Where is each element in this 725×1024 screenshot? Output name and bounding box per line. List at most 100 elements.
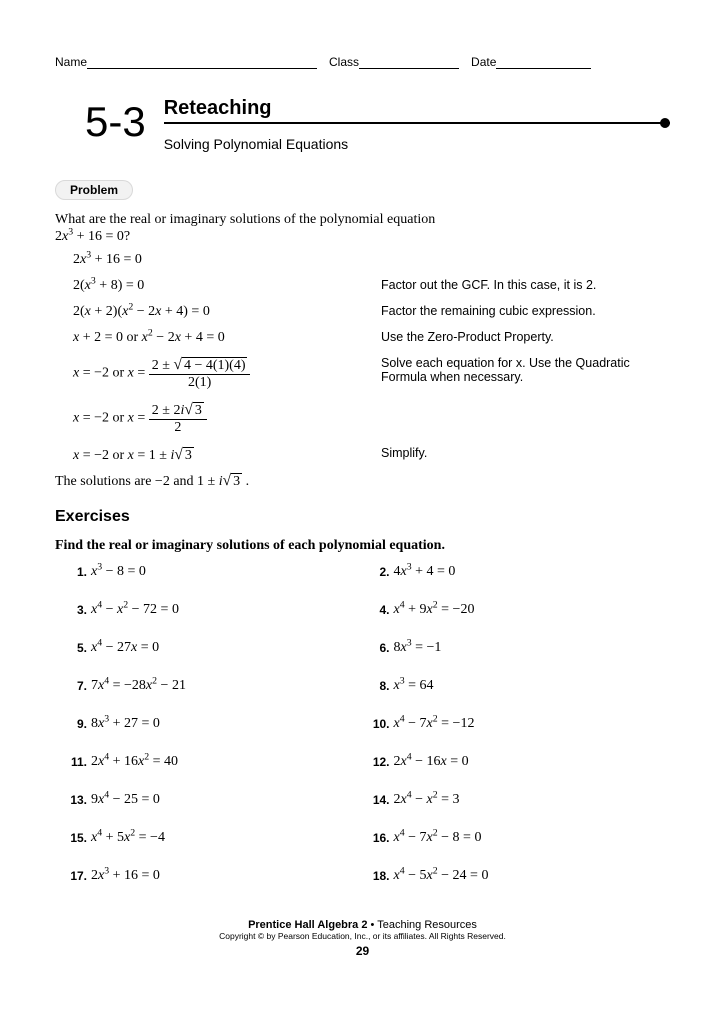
- exercise-number: 14.: [368, 792, 394, 808]
- exercise-number: 9.: [65, 716, 91, 732]
- exercise-number: 13.: [65, 792, 91, 808]
- exercise-number: 8.: [368, 678, 394, 694]
- footer-page-number: 29: [55, 944, 670, 958]
- section-number: 5-3: [55, 97, 156, 143]
- footer: Prentice Hall Algebra 2 • Teaching Resou…: [55, 919, 670, 958]
- exercise-number: 18.: [368, 868, 394, 884]
- exercise-equation: x4 − 5x2 − 24 = 0: [394, 868, 489, 884]
- date-label: Date: [471, 55, 496, 69]
- date-blank[interactable]: [496, 56, 591, 69]
- exercise-number: 7.: [65, 678, 91, 694]
- exercise-item: 9.8x3 + 27 = 0: [65, 716, 368, 732]
- step-3-eq: 2(x + 2)(x2 − 2x + 4) = 0: [73, 304, 363, 320]
- exercise-equation: x3 − 8 = 0: [91, 564, 146, 580]
- exercise-number: 3.: [65, 602, 91, 618]
- footer-res: Teaching Resources: [377, 919, 477, 931]
- exercise-equation: 4x3 + 4 = 0: [394, 564, 456, 580]
- section-subtitle: Solving Polynomial Equations: [164, 136, 670, 152]
- exercise-number: 6.: [368, 640, 394, 656]
- exercise-equation: x4 − 7x2 − 8 = 0: [394, 830, 482, 846]
- exercise-item: 15.x4 + 5x2 = −4: [65, 830, 368, 846]
- step-1-expl: [381, 252, 670, 268]
- exercise-item: 18.x4 − 5x2 − 24 = 0: [368, 868, 671, 884]
- exercise-number: 12.: [368, 754, 394, 770]
- section-header: 5-3 Reteaching Solving Polynomial Equati…: [55, 97, 670, 152]
- header-fields: Name Class Date: [55, 55, 670, 69]
- exercises-heading: Exercises: [55, 508, 670, 526]
- exercises-instruction: Find the real or imaginary solutions of …: [55, 538, 670, 554]
- exercise-equation: 7x4 = −28x2 − 21: [91, 678, 186, 694]
- problem-question: What are the real or imaginary solutions…: [55, 212, 670, 246]
- exercise-equation: x3 = 64: [394, 678, 434, 694]
- step-2-eq: 2(x3 + 8) = 0: [73, 278, 363, 294]
- name-field: Name: [55, 55, 317, 69]
- exercise-equation: 8x3 + 27 = 0: [91, 716, 160, 732]
- step-6-eq: x = −2 or x = 2 ± 2i√3 2: [73, 401, 363, 436]
- exercise-item: 4.x4 + 9x2 = −20: [368, 602, 671, 618]
- exercises-grid: 1.x3 − 8 = 02.4x3 + 4 = 0 3.x4 − x2 − 72 …: [65, 564, 670, 884]
- step-4-expl: Use the Zero-Product Property.: [381, 330, 670, 346]
- exercise-equation: x4 + 9x2 = −20: [394, 602, 475, 618]
- exercise-item: 6.8x3 = −1: [368, 640, 671, 656]
- step-7-eq: x = −2 or x = 1 ± i√3: [73, 446, 363, 464]
- step-6-expl: [381, 401, 670, 436]
- class-label: Class: [329, 55, 359, 69]
- exercise-equation: 2x4 − 16x = 0: [394, 754, 469, 770]
- exercise-item: 13.9x4 − 25 = 0: [65, 792, 368, 808]
- exercise-number: 15.: [65, 830, 91, 846]
- exercise-item: 7.7x4 = −28x2 − 21: [65, 678, 368, 694]
- conclusion-suffix: .: [242, 474, 249, 489]
- footer-dot: •: [367, 919, 377, 931]
- exercise-item: 8.x3 = 64: [368, 678, 671, 694]
- name-blank[interactable]: [87, 56, 317, 69]
- footer-book-line: Prentice Hall Algebra 2 • Teaching Resou…: [55, 919, 670, 931]
- step-4-eq: x + 2 = 0 or x2 − 2x + 4 = 0: [73, 330, 363, 346]
- worksheet-page: Name Class Date 5-3 Reteaching Solving P…: [0, 0, 725, 978]
- exercise-equation: 2x4 + 16x2 = 40: [91, 754, 178, 770]
- exercise-equation: 2x3 + 16 = 0: [91, 868, 160, 884]
- exercise-number: 11.: [65, 754, 91, 770]
- divider-rule: [164, 122, 670, 132]
- class-blank[interactable]: [359, 56, 459, 69]
- exercise-equation: x4 − x2 − 72 = 0: [91, 602, 179, 618]
- exercise-item: 3.x4 − x2 − 72 = 0: [65, 602, 368, 618]
- exercise-item: 17.2x3 + 16 = 0: [65, 868, 368, 884]
- exercise-equation: 9x4 − 25 = 0: [91, 792, 160, 808]
- step-5-expl: Solve each equation for x. Use the Quadr…: [381, 356, 670, 391]
- exercise-item: 14.2x4 − x2 = 3: [368, 792, 671, 808]
- exercise-number: 16.: [368, 830, 394, 846]
- exercise-item: 12.2x4 − 16x = 0: [368, 754, 671, 770]
- exercise-number: 10.: [368, 716, 394, 732]
- question-text: What are the real or imaginary solutions…: [55, 212, 435, 227]
- name-label: Name: [55, 55, 87, 69]
- exercise-number: 4.: [368, 602, 394, 618]
- conclusion: The solutions are −2 and 1 ± i√3 .: [55, 472, 670, 491]
- section-titles: Reteaching Solving Polynomial Equations: [156, 97, 670, 152]
- step-1-eq: 2x3 + 16 = 0: [73, 252, 363, 268]
- step-3-expl: Factor the remaining cubic expression.: [381, 304, 670, 320]
- exercise-number: 2.: [368, 564, 394, 580]
- step-5-eq: x = −2 or x = 2 ± √4 − 4(1)(4) 2(1): [73, 356, 363, 391]
- exercise-item: 10.x4 − 7x2 = −12: [368, 716, 671, 732]
- section-title: Reteaching: [164, 97, 670, 120]
- exercise-item: 2.4x3 + 4 = 0: [368, 564, 671, 580]
- exercise-equation: x4 − 27x = 0: [91, 640, 159, 656]
- footer-copyright: Copyright © by Pearson Education, Inc., …: [55, 931, 670, 941]
- exercise-item: 11.2x4 + 16x2 = 40: [65, 754, 368, 770]
- exercise-equation: 8x3 = −1: [394, 640, 442, 656]
- exercise-equation: x4 − 7x2 = −12: [394, 716, 475, 732]
- exercise-equation: x4 + 5x2 = −4: [91, 830, 165, 846]
- exercise-equation: 2x4 − x2 = 3: [394, 792, 460, 808]
- worked-solution: 2x3 + 16 = 0 2(x3 + 8) = 0 Factor out th…: [73, 252, 670, 464]
- conclusion-prefix: The solutions are −2 and: [55, 474, 197, 489]
- step-7-expl: Simplify.: [381, 446, 670, 464]
- exercise-item: 5.x4 − 27x = 0: [65, 640, 368, 656]
- date-field: Date: [471, 55, 591, 69]
- exercise-number: 17.: [65, 868, 91, 884]
- step-2-expl: Factor out the GCF. In this case, it is …: [381, 278, 670, 294]
- exercise-item: 16.x4 − 7x2 − 8 = 0: [368, 830, 671, 846]
- problem-badge: Problem: [55, 180, 133, 200]
- exercise-item: 1.x3 − 8 = 0: [65, 564, 368, 580]
- class-field: Class: [329, 55, 459, 69]
- exercise-number: 5.: [65, 640, 91, 656]
